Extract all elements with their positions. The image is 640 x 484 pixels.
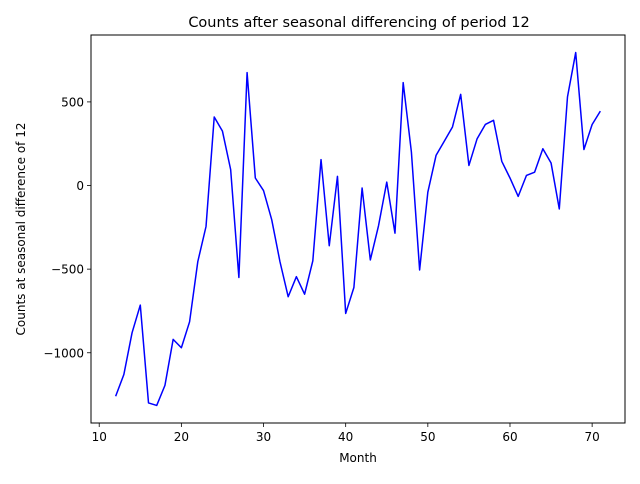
y-axis-label: Counts at seasonal difference of 12: [14, 123, 28, 336]
x-tick-label: 60: [502, 430, 517, 444]
x-tick-label: 10: [92, 430, 107, 444]
axes-frame: [90, 34, 626, 424]
x-tick-label: 20: [174, 430, 189, 444]
series-line-0: [114, 51, 601, 407]
y-axis: −1000 −500 0 500: [43, 95, 91, 360]
x-tick-label: 50: [420, 430, 435, 444]
y-tick-label: 0: [76, 179, 84, 193]
x-axis: 10 20 30 40 50 60 70: [92, 423, 600, 444]
x-tick-label: 40: [338, 430, 353, 444]
x-tick-label: 30: [256, 430, 271, 444]
x-tick-label: 70: [584, 430, 599, 444]
chart-title: Counts after seasonal differencing of pe…: [188, 15, 529, 31]
plot-area: [114, 51, 601, 407]
y-tick-label: −500: [51, 263, 84, 277]
y-tick-label: −1000: [43, 346, 84, 360]
y-tick-label: 500: [61, 95, 84, 109]
x-axis-label: Month: [339, 451, 377, 465]
